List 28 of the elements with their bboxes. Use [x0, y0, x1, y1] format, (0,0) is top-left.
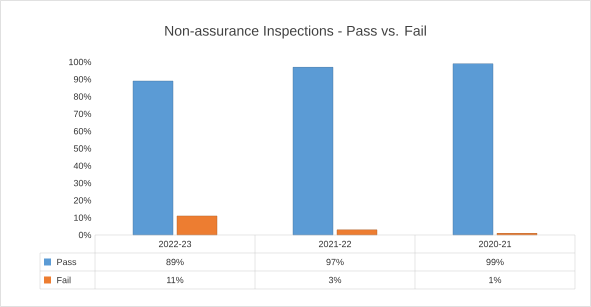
- y-tick-label: 40%: [74, 162, 92, 169]
- data-label: 3%: [328, 276, 342, 284]
- y-tick-label: 10%: [74, 214, 92, 221]
- data-label: 1%: [489, 276, 502, 284]
- bar: [176, 216, 218, 236]
- x-tick-label: 2022-23: [158, 240, 192, 248]
- chart-title: Non-assurance Inspections - Pass vs. Fail: [165, 25, 426, 39]
- x-tick-label: 2021-22: [318, 240, 352, 248]
- y-tick-label: 80%: [74, 93, 92, 100]
- bar: [132, 80, 174, 236]
- bar: [336, 230, 378, 236]
- data-label: 97%: [326, 258, 344, 266]
- y-tick-label: 90%: [74, 76, 92, 82]
- y-tick-label: 70%: [74, 110, 92, 118]
- y-tick-label: 100%: [69, 58, 92, 66]
- legend-label: Pass: [57, 258, 76, 266]
- y-tick-label: 0%: [78, 232, 92, 238]
- data-label: 11%: [167, 276, 184, 284]
- y-tick-label: 50%: [74, 145, 92, 152]
- data-label: 99%: [486, 258, 504, 266]
- x-tick-label: 2020-21: [478, 240, 512, 248]
- bar: [452, 64, 494, 236]
- bar: [292, 66, 334, 236]
- legend-label: Fail: [57, 276, 70, 284]
- data-label: 89%: [166, 258, 184, 266]
- y-tick-label: 30%: [74, 180, 92, 186]
- y-tick-label: 60%: [74, 128, 92, 134]
- y-tick-label: 20%: [74, 197, 92, 204]
